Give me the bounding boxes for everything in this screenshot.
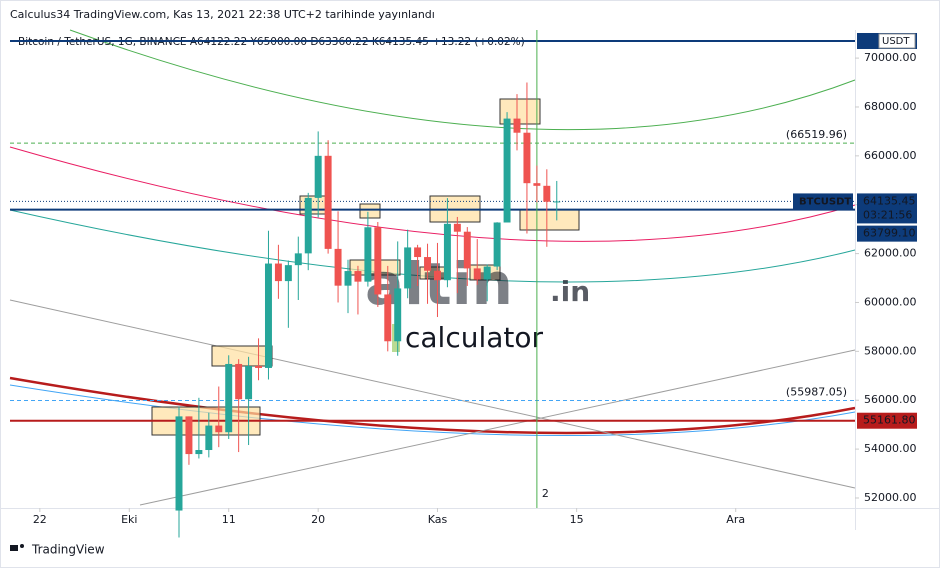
last-price-tag [857, 193, 917, 224]
candle-body [175, 416, 183, 511]
candle-body [543, 185, 551, 202]
candle-body [513, 118, 521, 133]
currency-box [878, 33, 916, 49]
y-tick-label: 70000.00 [864, 51, 917, 64]
candle-body [185, 416, 193, 455]
x-tick-label: Ara [726, 513, 745, 526]
candle-body [235, 363, 243, 400]
candle-body [443, 223, 451, 281]
arc [9, 376, 856, 435]
arc [69, 29, 856, 131]
watermark-sub: calculator [405, 321, 544, 354]
candle-body [245, 365, 253, 400]
candle-body [364, 227, 372, 282]
candle-body [483, 266, 491, 280]
logo-mark [10, 545, 18, 551]
logo-mark [20, 544, 24, 548]
watermark: altin .in calculator [365, 250, 590, 354]
vertical-line-label: 2 [542, 487, 549, 500]
zone [211, 345, 273, 367]
countdown-label: 03:21:56 [863, 208, 912, 221]
price-line-label: (66519.96) [786, 128, 847, 141]
candle-body [533, 183, 541, 186]
candle-body [304, 197, 312, 254]
candle-body [523, 132, 531, 184]
symbol-label: BTCUSDT [799, 196, 851, 207]
last-price-label: 64135.45 [863, 194, 916, 207]
candle-body [424, 257, 432, 271]
x-tick-label: Kas [428, 513, 448, 526]
candle-body [404, 247, 412, 289]
currency-label: USDT [882, 36, 910, 47]
arc [9, 146, 856, 242]
zone [359, 203, 381, 219]
candle-body [453, 223, 461, 232]
candle-body [255, 365, 263, 368]
y-tick-label: 62000.00 [864, 247, 917, 260]
zone [519, 209, 580, 231]
candle-body [394, 288, 402, 342]
y-tick-label: 54000.00 [864, 442, 917, 455]
candle-body [215, 425, 223, 433]
trend-line [9, 299, 856, 489]
candle-body [274, 263, 282, 282]
price-line-label: (55987.05) [786, 386, 847, 399]
candle-body [284, 265, 292, 282]
x-tick-label: Eki [121, 513, 137, 526]
candle-body [354, 271, 362, 282]
candle-body [503, 118, 511, 223]
y-tick-label: 56000.00 [864, 393, 917, 406]
candle-body [384, 294, 392, 342]
price-tag [857, 225, 917, 242]
watermark-tld: .in [550, 275, 590, 308]
candle-body [493, 222, 501, 267]
trend-line [139, 349, 856, 506]
candle-body [374, 227, 382, 295]
candle-body [463, 231, 471, 269]
price-tag-label: 63799.10 [863, 227, 916, 240]
symbol-tag [793, 193, 853, 210]
price-tag [857, 412, 917, 429]
candle-body [205, 425, 213, 451]
x-tick-label: 20 [311, 513, 325, 526]
y-tick-label: 52000.00 [864, 491, 917, 504]
footer-logo: TradingView [10, 543, 105, 557]
candle-body [225, 363, 233, 433]
candle-body [414, 247, 422, 258]
candle-body [314, 155, 322, 198]
y-tick-label: 58000.00 [864, 344, 917, 357]
candle-body [195, 450, 203, 455]
published-note: Calculus34 TradingView.com, Kas 13, 2021… [10, 8, 435, 21]
y-tick-label: 60000.00 [864, 295, 917, 308]
footer-brand: TradingView [31, 543, 105, 557]
y-tick-label: 68000.00 [864, 100, 917, 113]
candle-body [553, 201, 561, 203]
candle-body [264, 263, 272, 368]
candle-body [433, 270, 441, 281]
candle-body [334, 248, 342, 286]
price-tag-label: 55161.80 [863, 414, 916, 427]
candle-body [294, 253, 302, 266]
y-tick-label: 66000.00 [864, 149, 917, 162]
x-tick-label: 11 [222, 513, 236, 526]
candle-body [344, 271, 352, 286]
symbol-legend: Bitcoin / TetherUS, 1G, BINANCE A64122.2… [18, 36, 525, 48]
candle-body [473, 268, 481, 280]
x-tick-label: 15 [570, 513, 584, 526]
candle-body [324, 155, 332, 249]
x-tick-label: 22 [33, 513, 47, 526]
